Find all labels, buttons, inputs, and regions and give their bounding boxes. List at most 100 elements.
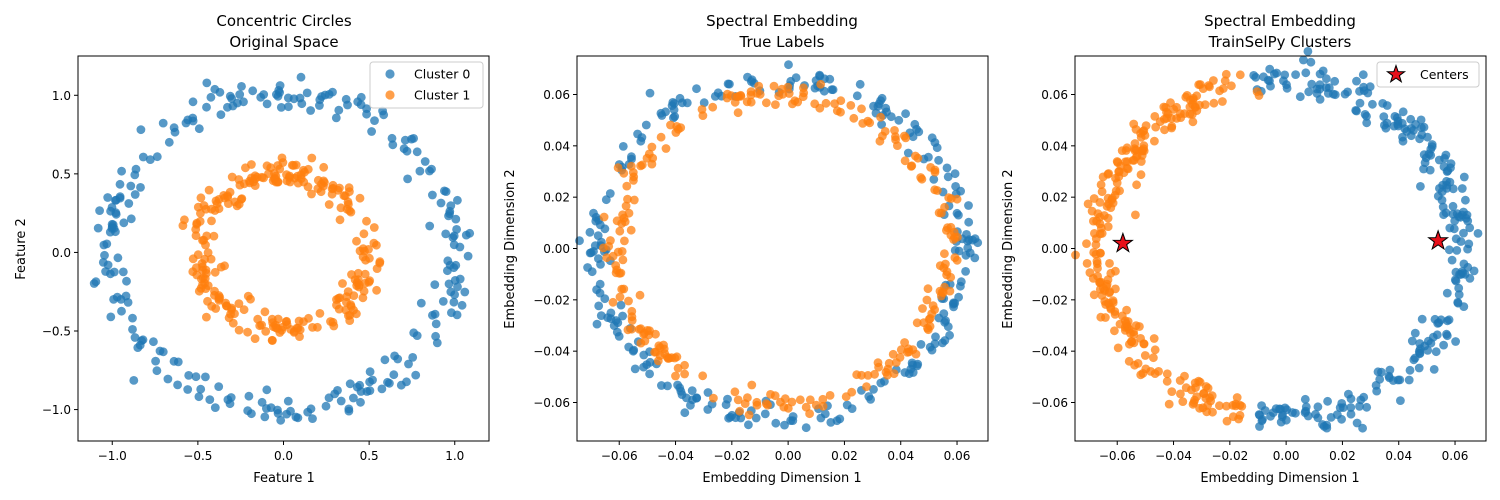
scatter-point-cluster-0 [1330, 76, 1340, 86]
scatter-point-cluster-1 [858, 119, 868, 128]
scatter-point-cluster-0 [901, 109, 910, 119]
scatter-point-cluster-0 [954, 210, 963, 220]
scatter-point-cluster-0 [122, 276, 131, 286]
scatter-point-cluster-0 [912, 361, 922, 371]
scatter-point-cluster-1 [918, 304, 927, 313]
scatter-point-cluster-1 [1136, 170, 1146, 180]
scatter-point-cluster-1 [1096, 180, 1106, 190]
scatter-point-cluster-0 [1439, 162, 1449, 172]
scatter-point-cluster-1 [1201, 393, 1211, 403]
scatter-point-cluster-0 [590, 241, 600, 251]
scatter-point-cluster-0 [751, 413, 761, 423]
scatter-point-cluster-0 [158, 118, 168, 128]
scatter-point-cluster-1 [621, 201, 631, 211]
scatter-point-cluster-0 [441, 187, 451, 197]
scatter-point-cluster-1 [622, 181, 632, 191]
scatter-point-cluster-0 [415, 166, 425, 176]
scatter-point-cluster-0 [954, 292, 963, 302]
scatter-point-cluster-0 [244, 391, 254, 401]
y-tick-label: −0.02 [1031, 293, 1068, 307]
x-tick-label: 0.00 [1273, 449, 1300, 463]
scatter-point-cluster-0 [1459, 228, 1468, 238]
panel-1-ylabel: Feature 2 [14, 218, 29, 280]
scatter-point-cluster-1 [913, 153, 923, 163]
scatter-point-cluster-1 [884, 358, 894, 368]
scatter-point-cluster-0 [1442, 331, 1452, 341]
scatter-point-cluster-1 [776, 397, 785, 407]
scatter-point-cluster-1 [1140, 131, 1150, 140]
scatter-point-cluster-0 [201, 372, 210, 382]
y-tick-label: 1.0 [52, 89, 71, 103]
scatter-point-cluster-1 [766, 390, 775, 399]
scatter-point-cluster-1 [752, 400, 762, 410]
scatter-point-cluster-0 [411, 370, 421, 380]
scatter-point-cluster-1 [1087, 206, 1097, 216]
scatter-point-cluster-1 [286, 325, 295, 334]
scatter-point-cluster-0 [591, 212, 601, 222]
scatter-point-cluster-1 [771, 100, 780, 109]
scatter-point-cluster-0 [95, 206, 104, 216]
panel-3-title-line2: TrainSelPy Clusters [1208, 33, 1352, 51]
scatter-point-cluster-0 [248, 86, 258, 96]
scatter-point-cluster-0 [916, 340, 926, 349]
scatter-point-cluster-0 [237, 82, 246, 91]
scatter-point-cluster-1 [900, 338, 909, 347]
scatter-point-cluster-0 [786, 416, 796, 425]
scatter-point-cluster-1 [1160, 125, 1169, 135]
scatter-point-cluster-0 [235, 90, 245, 99]
scatter-point-cluster-0 [152, 152, 162, 162]
legend-label-cluster-1: Cluster 1 [414, 88, 470, 103]
scatter-point-cluster-0 [138, 152, 148, 162]
scatter-point-cluster-1 [944, 193, 954, 203]
scatter-point-cluster-0 [1409, 355, 1419, 365]
scatter-point-cluster-1 [615, 292, 625, 302]
scatter-point-cluster-0 [1295, 92, 1305, 102]
scatter-point-cluster-1 [365, 276, 375, 286]
scatter-point-cluster-0 [202, 78, 212, 88]
y-tick-label: −0.5 [42, 325, 71, 339]
scatter-point-cluster-0 [452, 310, 462, 320]
scatter-point-cluster-1 [1139, 339, 1149, 348]
scatter-point-cluster-1 [338, 279, 347, 288]
scatter-point-cluster-1 [271, 323, 281, 332]
panel-2-title-line1: Spectral Embedding [706, 12, 858, 30]
scatter-point-cluster-0 [113, 253, 123, 263]
panel-1-ticks: −1.0 −0.5 0.0 0.5 1.0 −1.0 −0.5 0.0 0.5 1.0 [42, 89, 464, 463]
scatter-point-cluster-0 [948, 299, 958, 309]
scatter-point-cluster-1 [1169, 105, 1179, 114]
scatter-point-cluster-1 [619, 168, 629, 178]
scatter-point-cluster-0 [1300, 394, 1310, 404]
scatter-point-cluster-0 [819, 86, 829, 96]
scatter-point-cluster-0 [155, 346, 165, 356]
scatter-point-cluster-0 [661, 107, 670, 117]
scatter-point-cluster-0 [453, 195, 462, 205]
scatter-point-cluster-0 [801, 423, 811, 433]
scatter-point-cluster-0 [616, 300, 626, 310]
scatter-point-cluster-1 [907, 161, 917, 171]
scatter-point-cluster-0 [1463, 216, 1473, 226]
scatter-point-cluster-0 [744, 420, 753, 430]
panel-3-ticks: −0.06 −0.04 −0.02 0.00 0.02 0.04 0.06 −0.06 −0.0… [1031, 88, 1468, 463]
scatter-point-cluster-1 [942, 267, 952, 277]
scatter-point-cluster-0 [816, 413, 826, 423]
scatter-point-cluster-0 [1301, 68, 1311, 78]
scatter-point-cluster-0 [956, 186, 965, 196]
scatter-point-cluster-1 [180, 215, 189, 225]
scatter-point-cluster-1 [282, 176, 292, 186]
scatter-point-cluster-1 [891, 358, 901, 367]
scatter-point-cluster-0 [321, 401, 331, 411]
scatter-point-cluster-1 [209, 231, 219, 241]
scatter-point-cluster-0 [461, 230, 471, 240]
scatter-point-cluster-0 [1429, 365, 1439, 374]
scatter-point-cluster-0 [380, 355, 390, 365]
scatter-point-cluster-1 [818, 394, 828, 404]
scatter-point-cluster-0 [596, 311, 606, 320]
scatter-point-cluster-0 [961, 267, 970, 276]
scatter-point-cluster-1 [1192, 91, 1202, 101]
scatter-point-cluster-1 [1140, 351, 1150, 360]
scatter-point-cluster-0 [1410, 328, 1420, 338]
scatter-point-cluster-0 [855, 79, 865, 89]
scatter-point-cluster-0 [449, 297, 459, 307]
scatter-point-cluster-1 [784, 89, 794, 98]
scatter-point-cluster-1 [889, 369, 899, 379]
